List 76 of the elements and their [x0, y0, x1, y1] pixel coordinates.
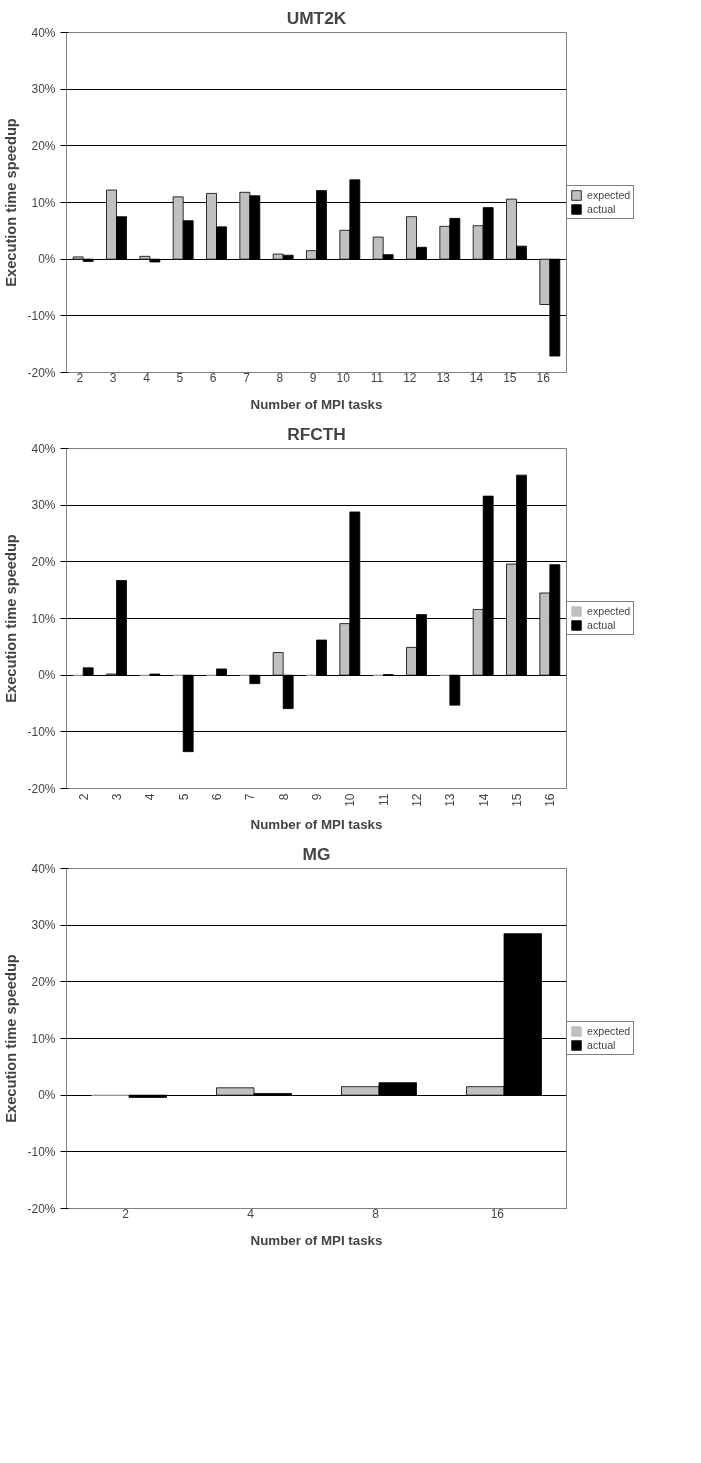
- x-tick-label: 12: [403, 371, 417, 385]
- chart-title: UMT2K: [286, 7, 347, 28]
- y-tick-label: 40%: [31, 861, 56, 876]
- x-tick-label: 7: [243, 371, 251, 385]
- y-tick-label: 0%: [38, 252, 56, 267]
- y-tick-label: -20%: [27, 781, 56, 796]
- y-tick-label: -20%: [27, 1201, 56, 1216]
- y-tick-label: 20%: [31, 974, 56, 989]
- x-tick-label: 14: [476, 793, 491, 807]
- x-tick-label: 14: [469, 371, 484, 385]
- x-tick-label: 16: [536, 371, 551, 385]
- bar: [249, 674, 261, 685]
- y-tick-label: 20%: [31, 138, 56, 153]
- y-tick-label: 10%: [31, 1031, 56, 1046]
- x-tick-label: 4: [143, 793, 158, 801]
- legend-label: expected: [587, 1025, 631, 1037]
- bar: [316, 639, 327, 676]
- x-tick-label: 4: [143, 371, 151, 385]
- y-tick-label: -20%: [27, 365, 56, 380]
- y-tick-label: -10%: [27, 308, 56, 323]
- bar: [216, 668, 227, 676]
- x-tick-label: 15: [510, 793, 524, 807]
- y-axis-title: Execution time speedup: [3, 118, 20, 287]
- legend-label: actual: [587, 619, 616, 631]
- x-tick-label: 3: [109, 371, 117, 385]
- y-tick-label: 0%: [38, 668, 56, 683]
- y-tick-label: 30%: [31, 82, 56, 97]
- x-tick-label: 11: [376, 793, 391, 806]
- y-tick-label: 30%: [31, 918, 56, 933]
- x-tick-label: 8: [276, 371, 284, 385]
- x-tick-label: 12: [410, 793, 424, 807]
- y-tick-label: 10%: [31, 611, 56, 626]
- y-tick-label: 10%: [31, 195, 56, 210]
- x-tick-label: 10: [343, 793, 358, 807]
- x-tick-label: 10: [336, 371, 351, 385]
- x-tick-label: 13: [443, 793, 458, 807]
- legend-label: actual: [587, 203, 616, 215]
- y-tick-label: 30%: [31, 498, 56, 513]
- bar: [82, 667, 94, 676]
- y-axis-title: Execution time speedup: [3, 534, 20, 703]
- chart-title: RFCTH: [287, 423, 346, 444]
- x-axis-title: Number of MPI tasks: [250, 816, 383, 832]
- bar: [449, 674, 461, 706]
- x-tick-label: 2: [76, 793, 91, 801]
- legend-label: actual: [587, 1039, 616, 1051]
- x-tick-label: 11: [370, 371, 384, 385]
- x-tick-label: 9: [309, 371, 317, 385]
- legend-label: expected: [587, 605, 631, 617]
- x-tick-label: 5: [176, 793, 191, 801]
- x-tick-label: 16: [543, 793, 558, 807]
- x-tick-label: 2: [76, 371, 84, 385]
- y-tick-label: 0%: [38, 1088, 56, 1103]
- x-tick-label: 8: [372, 1207, 380, 1221]
- x-tick-label: 2: [122, 1207, 130, 1221]
- chart-title: MG: [302, 843, 331, 864]
- x-axis-title: Number of MPI tasks: [250, 396, 383, 412]
- x-tick-label: 7: [243, 793, 258, 801]
- y-tick-label: 20%: [31, 554, 56, 569]
- x-axis-title: Number of MPI tasks: [250, 1232, 383, 1248]
- x-tick-label: 15: [503, 371, 517, 385]
- x-tick-label: 9: [310, 793, 324, 801]
- x-tick-label: 6: [210, 793, 224, 801]
- y-tick-label: -10%: [27, 724, 56, 739]
- y-tick-label: -10%: [27, 1144, 56, 1159]
- x-tick-label: 6: [209, 371, 217, 385]
- y-axis-title: Execution time speedup: [3, 954, 20, 1123]
- x-tick-label: 5: [176, 371, 184, 385]
- x-tick-label: 3: [110, 793, 124, 801]
- y-tick-label: 40%: [31, 441, 56, 456]
- y-tick-label: 40%: [31, 25, 56, 40]
- legend-label: expected: [587, 189, 631, 201]
- x-tick-label: 16: [490, 1207, 505, 1221]
- bar: [128, 1094, 167, 1098]
- x-tick-label: 8: [276, 793, 291, 801]
- x-tick-label: 4: [247, 1207, 255, 1221]
- x-tick-label: 13: [436, 371, 451, 385]
